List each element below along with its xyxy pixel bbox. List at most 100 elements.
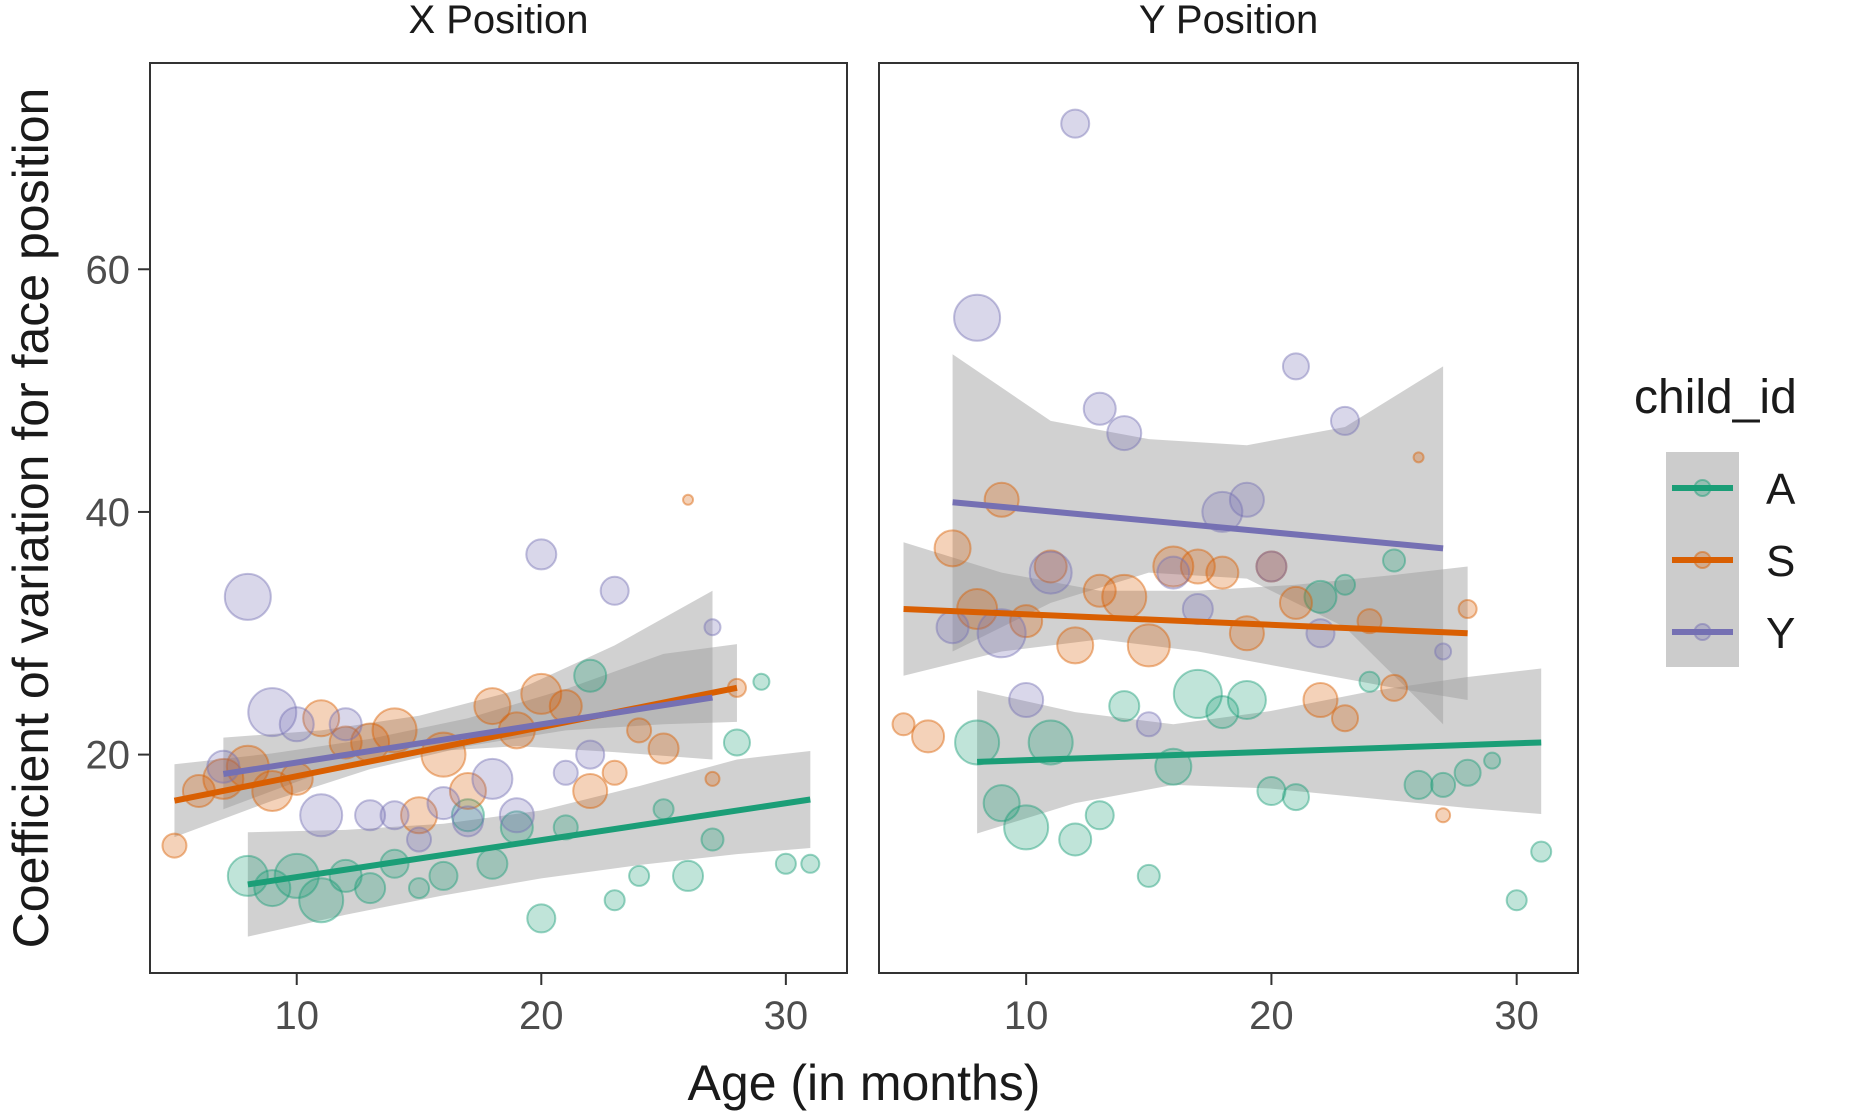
data-point-A — [628, 864, 651, 887]
panel-y-position: Y Position — [878, 0, 1579, 974]
data-point-A — [982, 784, 1021, 823]
data-point-S — [1278, 585, 1313, 620]
data-point-Y — [703, 618, 722, 637]
data-point-Y — [451, 805, 484, 838]
data-point-A — [1403, 769, 1434, 800]
x-tick-label: 20 — [1249, 994, 1294, 1038]
fit-line-Y — [222, 694, 713, 777]
data-point-S — [983, 481, 1020, 518]
data-point-Y — [953, 293, 1002, 342]
data-point-A — [408, 877, 431, 900]
data-point-Y — [354, 799, 387, 832]
y-axis: 20 40 60 — [86, 248, 150, 778]
data-point-S — [302, 699, 341, 738]
data-point-Y — [1008, 682, 1045, 718]
data-point-S — [891, 712, 916, 737]
data-point-A — [526, 903, 557, 934]
data-point-Y — [247, 687, 298, 738]
x-tick-label: 10 — [274, 994, 319, 1038]
fit-line-S — [903, 606, 1468, 637]
data-point-S — [1152, 545, 1195, 588]
data-point-A — [450, 798, 485, 833]
data-point-A — [1303, 579, 1338, 614]
data-point-Y — [599, 575, 630, 606]
x-axis-label: Age (in months) — [688, 1055, 1041, 1111]
data-point-S — [448, 772, 487, 810]
data-point-S — [572, 773, 609, 809]
data-point-S — [371, 707, 418, 754]
data-point-A — [1003, 804, 1050, 851]
data-point-S — [1457, 599, 1478, 619]
data-point-A — [752, 672, 771, 691]
panel-x-position: X Position — [149, 0, 848, 974]
data-point-S — [911, 719, 946, 754]
legend-keys: ASY — [1672, 465, 1796, 658]
data-point-S — [161, 832, 188, 859]
data-point-A — [1226, 680, 1267, 720]
data-point-Y — [1060, 108, 1091, 139]
data-point-Y — [1330, 405, 1360, 436]
legend-point-S — [1693, 551, 1712, 569]
y-axis-label: Coefficient of variation for face positi… — [3, 88, 59, 949]
data-point-A — [774, 852, 797, 875]
data-point-Y — [223, 572, 272, 621]
data-point-S — [520, 672, 563, 715]
legend: child_id ASY — [1634, 371, 1797, 667]
fit-line-A — [247, 796, 811, 888]
legend-title: child_id — [1634, 371, 1797, 424]
data-point-Y — [406, 826, 433, 853]
data-point-A — [1483, 751, 1502, 770]
data-point-Y — [1106, 415, 1143, 452]
x-tick-label: 30 — [1494, 994, 1539, 1038]
x-tick-label: 20 — [519, 994, 564, 1038]
data-point-Y — [1201, 490, 1244, 533]
x-tick-label: 10 — [1004, 994, 1049, 1038]
data-point-Y — [299, 793, 344, 838]
legend-label-A: A — [1766, 465, 1796, 514]
data-point-Y — [1135, 711, 1162, 738]
data-point-A — [354, 872, 387, 905]
data-point-A — [573, 658, 608, 693]
panel-x-title: X Position — [408, 0, 588, 42]
panel-y-title: Y Position — [1139, 0, 1318, 42]
data-point-Y — [379, 800, 410, 831]
data-point-Y — [1156, 555, 1191, 590]
data-point-Y — [1281, 352, 1310, 381]
data-point-S — [601, 759, 628, 786]
data-point-A — [1058, 822, 1093, 857]
data-point-A — [722, 728, 751, 757]
data-point-Y — [498, 797, 535, 834]
data-point-A — [954, 719, 1001, 766]
y-tick-label: 60 — [86, 248, 131, 292]
x-axis: 10 20 30 10 20 30 — [274, 973, 1539, 1038]
data-point-Y — [471, 757, 514, 800]
data-point-S — [1126, 623, 1171, 668]
data-point-A — [1430, 771, 1457, 798]
data-point-S — [647, 732, 680, 765]
data-point-A — [1453, 758, 1482, 787]
data-point-Y — [1082, 391, 1117, 426]
data-point-A — [1108, 690, 1141, 723]
data-point-A — [800, 853, 821, 874]
ci-ribbon-Y — [952, 354, 1444, 725]
data-point-S — [1435, 807, 1452, 824]
data-point-S — [1101, 573, 1148, 620]
data-point-Y — [976, 608, 1027, 659]
data-point-Y — [552, 759, 579, 786]
data-point-Y — [1255, 550, 1288, 583]
data-point-S — [1331, 704, 1359, 733]
data-point-S — [1179, 548, 1216, 585]
data-point-Y — [328, 707, 363, 742]
panel-x-marks — [161, 493, 821, 937]
data-point-Y — [935, 610, 970, 645]
data-point-S — [1302, 682, 1339, 718]
data-point-A — [1172, 668, 1223, 719]
data-point-A — [1084, 800, 1115, 831]
data-point-A — [428, 860, 459, 891]
data-point-A — [1382, 548, 1407, 573]
fit-line-A — [977, 739, 1542, 765]
data-point-Y — [1028, 550, 1073, 595]
data-point-S — [473, 687, 512, 726]
data-point-Y — [1228, 481, 1265, 518]
